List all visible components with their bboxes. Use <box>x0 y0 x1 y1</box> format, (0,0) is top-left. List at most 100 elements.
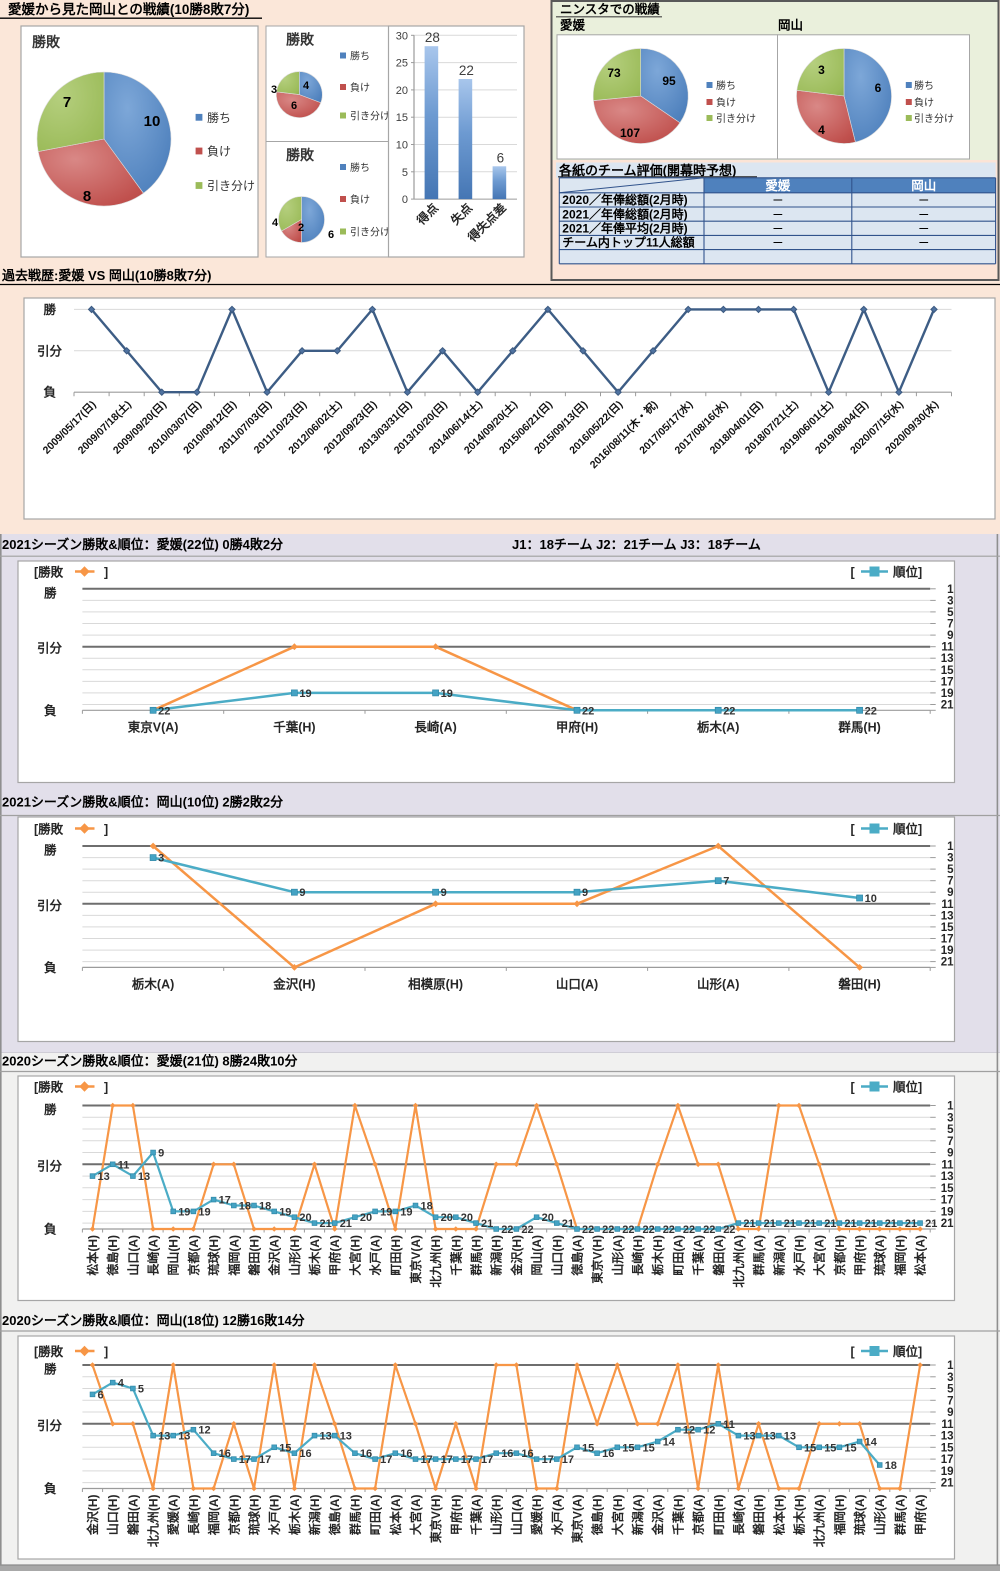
svg-text:6: 6 <box>497 150 505 165</box>
svg-text:ー: ー <box>772 224 783 236</box>
svg-text:群馬(H): 群馬(H) <box>469 1235 484 1277</box>
svg-text:大宮(A): 大宮(A) <box>812 1235 827 1276</box>
svg-text:ー: ー <box>772 209 783 221</box>
svg-text:東京V(H): 東京V(H) <box>590 1235 605 1284</box>
svg-text:1: 1 <box>947 841 954 853</box>
svg-text:長崎(A): 長崎(A) <box>731 1495 746 1536</box>
svg-text:28: 28 <box>425 30 440 45</box>
svg-text:福岡(A): 福岡(A) <box>226 1235 241 1277</box>
svg-text:7: 7 <box>947 1136 953 1148</box>
svg-text:東京V(A): 東京V(A) <box>408 1235 423 1284</box>
svg-text:負: 負 <box>44 960 57 975</box>
svg-text:新潟(H): 新潟(H) <box>307 1495 322 1536</box>
svg-text:栃木(A): 栃木(A) <box>697 719 739 734</box>
svg-text:松本(A): 松本(A) <box>913 1235 928 1276</box>
svg-text:岡山: 岡山 <box>911 178 936 193</box>
svg-text:17: 17 <box>219 1195 231 1207</box>
svg-text:107: 107 <box>620 126 640 140</box>
svg-text:順位]: 順位] <box>892 564 922 579</box>
svg-text:5: 5 <box>947 1124 954 1136</box>
svg-text:福岡(H): 福岡(H) <box>832 1495 847 1537</box>
svg-text:磐田(H): 磐田(H) <box>838 976 880 991</box>
svg-text:16: 16 <box>360 1448 372 1460</box>
svg-text:負け: 負け <box>350 82 370 94</box>
svg-text:19: 19 <box>941 1466 954 1478</box>
svg-text:22: 22 <box>158 705 170 717</box>
svg-text:13: 13 <box>941 653 954 665</box>
svg-text:11: 11 <box>941 642 954 654</box>
svg-text:19: 19 <box>279 1206 291 1218</box>
svg-text:15: 15 <box>844 1442 856 1454</box>
svg-text:10: 10 <box>396 140 408 152</box>
svg-text:ー: ー <box>918 195 929 207</box>
svg-text:20: 20 <box>396 85 408 97</box>
svg-text:3: 3 <box>947 1112 953 1124</box>
svg-text:16: 16 <box>521 1448 533 1460</box>
svg-text:順位]: 順位] <box>892 1079 922 1094</box>
svg-text:21: 21 <box>562 1218 574 1230</box>
svg-text:京都(H): 京都(H) <box>226 1495 241 1536</box>
svg-text:ー: ー <box>772 238 783 250</box>
svg-text:徳島(H): 徳島(H) <box>105 1235 120 1277</box>
svg-text:18: 18 <box>259 1201 271 1213</box>
svg-text:14: 14 <box>663 1437 676 1449</box>
svg-text:21: 21 <box>824 1218 836 1230</box>
svg-text:負: 負 <box>44 1222 57 1237</box>
svg-text:19: 19 <box>198 1206 210 1218</box>
svg-text:16: 16 <box>219 1448 231 1460</box>
svg-text:北九州(A): 北九州(A) <box>731 1235 746 1288</box>
svg-text:松本(A): 松本(A) <box>388 1495 403 1536</box>
svg-text:8: 8 <box>83 188 91 205</box>
svg-text:磐田(A): 磐田(A) <box>125 1495 140 1536</box>
svg-text:17: 17 <box>461 1454 473 1466</box>
svg-text:[勝敗: [勝敗 <box>34 1344 64 1359</box>
svg-text:14: 14 <box>865 1437 878 1449</box>
svg-text:16: 16 <box>602 1448 614 1460</box>
svg-text:3: 3 <box>947 853 953 865</box>
svg-text:2021シーズン勝敗&順位：岡山(10位) 2勝2敗2分: 2021シーズン勝敗&順位：岡山(10位) 2勝2敗2分 <box>2 795 283 810</box>
svg-text:山口(H): 山口(H) <box>549 1235 564 1276</box>
svg-text:20: 20 <box>461 1212 473 1224</box>
svg-text:3: 3 <box>818 63 825 77</box>
svg-text:勝: 勝 <box>44 1362 57 1377</box>
svg-text:群馬(H): 群馬(H) <box>347 1495 362 1537</box>
svg-text:勝ち: 勝ち <box>350 49 370 62</box>
svg-text:引き分け: 引き分け <box>207 179 255 193</box>
svg-text:甲府(A): 甲府(A) <box>913 1495 928 1536</box>
svg-text:長崎(H): 長崎(H) <box>186 1495 201 1536</box>
svg-text:9: 9 <box>947 887 953 899</box>
svg-text:1: 1 <box>947 1101 954 1113</box>
svg-text:9: 9 <box>947 630 953 642</box>
svg-text:引分: 引分 <box>37 898 63 913</box>
svg-text:22: 22 <box>459 63 474 78</box>
svg-text:13: 13 <box>743 1431 755 1443</box>
svg-text:15: 15 <box>941 1183 954 1195</box>
svg-text:水戸(A): 水戸(A) <box>549 1495 564 1536</box>
svg-text:徳島(A): 徳島(A) <box>570 1235 585 1277</box>
svg-text:21: 21 <box>804 1218 816 1230</box>
svg-text:11: 11 <box>118 1159 130 1171</box>
svg-text:引分: 引分 <box>37 343 63 358</box>
svg-text:[勝敗: [勝敗 <box>34 1079 64 1094</box>
svg-text:引き分け: 引き分け <box>350 110 390 122</box>
svg-text:21: 21 <box>844 1218 856 1230</box>
svg-text:7: 7 <box>947 619 953 631</box>
svg-text:山形(H): 山形(H) <box>489 1495 504 1536</box>
svg-text:]: ] <box>104 822 108 836</box>
svg-text:5: 5 <box>947 1384 954 1396</box>
svg-text:引き分け: 引き分け <box>716 113 756 125</box>
svg-text:栃木(A): 栃木(A) <box>287 1495 302 1536</box>
svg-text:[勝敗: [勝敗 <box>34 821 64 836</box>
svg-text:19: 19 <box>441 688 453 700</box>
svg-text:13: 13 <box>138 1171 150 1183</box>
svg-text:21: 21 <box>941 700 954 712</box>
svg-text:95: 95 <box>662 74 676 88</box>
svg-text:大宮(A): 大宮(A) <box>408 1495 423 1536</box>
svg-text:21: 21 <box>764 1218 776 1230</box>
svg-text:甲府(H): 甲府(H) <box>556 719 598 734</box>
svg-text:9: 9 <box>582 887 588 899</box>
svg-text:2020／年俸総額(2月時): 2020／年俸総額(2月時) <box>562 192 687 207</box>
svg-text:新潟(A): 新潟(A) <box>630 1495 645 1536</box>
svg-text:ー: ー <box>772 195 783 207</box>
svg-text:引分: 引分 <box>37 1158 63 1173</box>
